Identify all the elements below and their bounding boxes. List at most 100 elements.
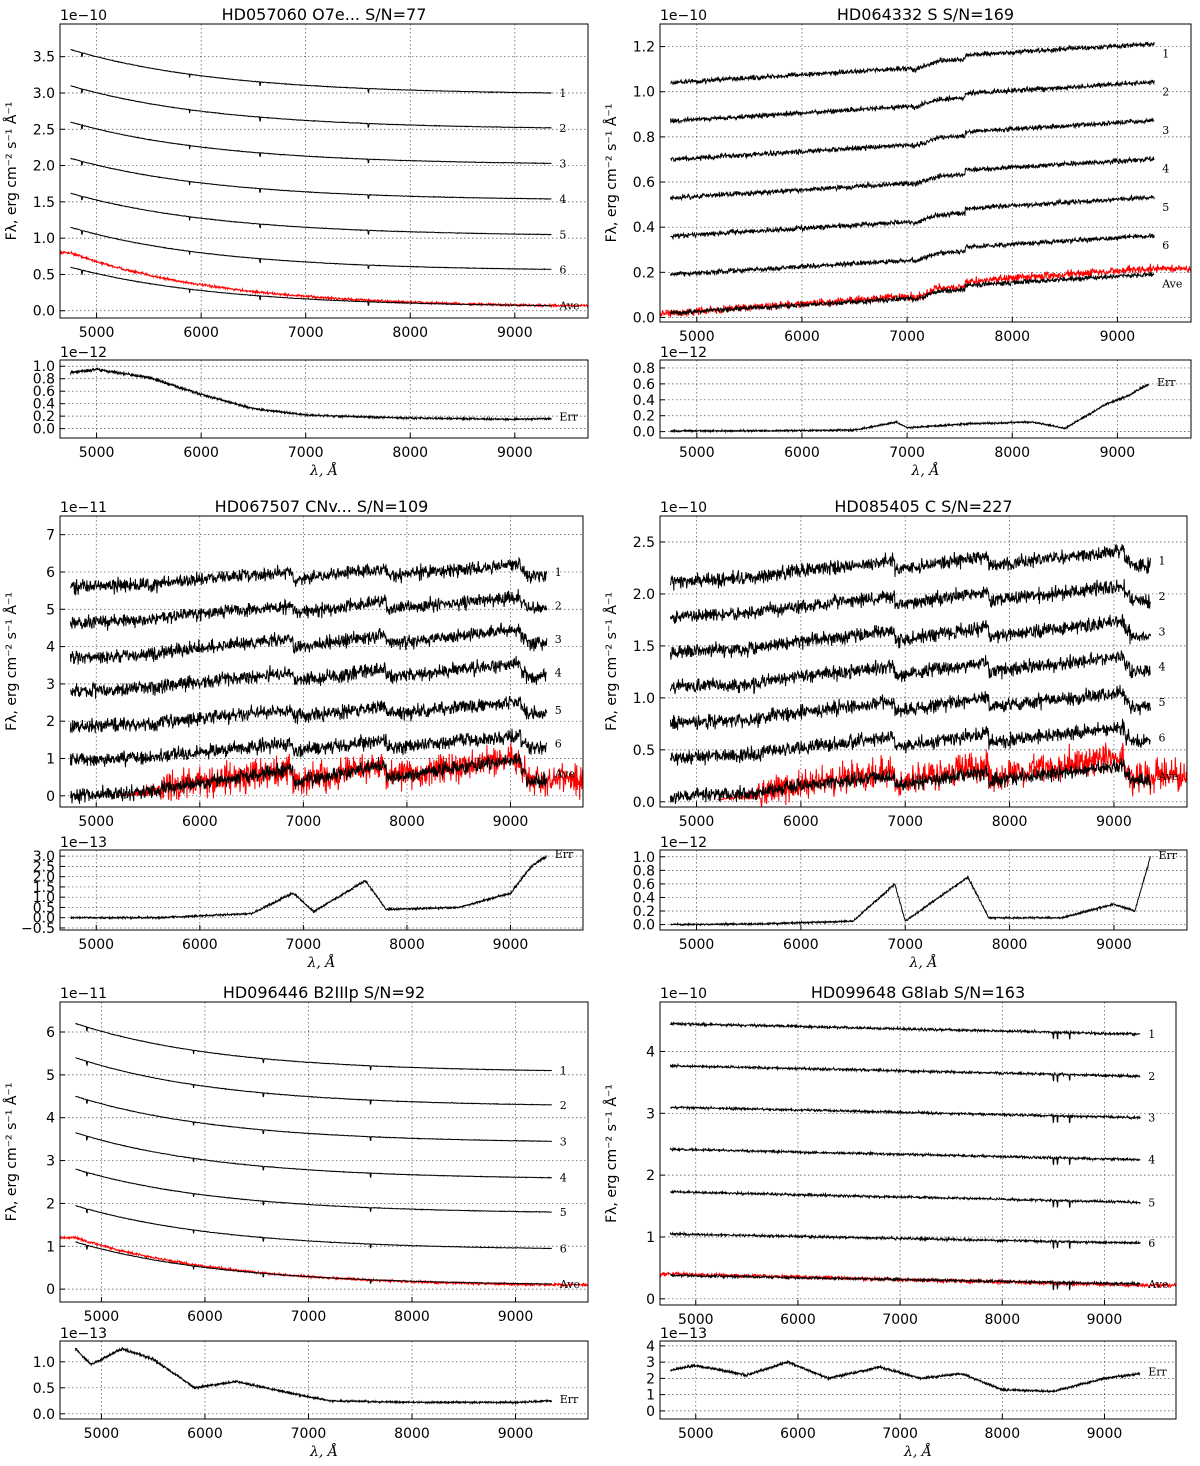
series-3 [670,117,1155,163]
main-xtick-label: 9000 [1087,1312,1123,1328]
main-xtick-label: 7000 [889,329,925,345]
series-label-err: Err [560,1393,579,1406]
main-xtick-label: 5000 [84,1309,120,1325]
series-label-Ave: Ave [1147,1278,1168,1291]
err-xtick-label: 5000 [678,1426,714,1442]
series-4 [70,655,547,699]
series-4 [669,1146,1141,1166]
x-axis-label: λ, Å [909,953,938,971]
series-label-Ave: Ave [1157,770,1178,783]
series-label-3: 3 [555,633,562,646]
err-frame [59,359,589,439]
main-xtick-label: 7000 [286,814,322,830]
main-xtick-label: 9000 [497,325,533,341]
main-xtick-label: 8000 [984,1312,1020,1328]
series-label-err: Err [1158,849,1177,862]
panel-title: HD067507 CNv... S/N=109 [215,497,429,516]
series-label-5: 5 [1162,201,1169,214]
series-6 [75,1204,552,1250]
y-axis-label: Fλ, erg cm⁻² s⁻¹ Å⁻¹ [603,104,620,243]
err-plot-area [75,1346,553,1406]
series-4 [669,650,1151,695]
series-label-1: 1 [1158,555,1165,568]
series-Ave [75,1241,552,1285]
main-ytick-label: 0.6 [633,175,655,191]
series-1 [669,543,1151,591]
main-ytick-label: 1.0 [633,85,655,101]
panel-5: 0 1 2 3 4 5 6 5000 6000 7000 8000 9000 1 2 3 4 5 6 Ave 1e−1… [3,983,589,1460]
err-xtick-label: 5000 [679,937,715,953]
err-ytick-label: 2 [646,1371,655,1387]
series-label-Ave: Ave [554,767,575,780]
err-xtick-label: 6000 [783,937,819,953]
main-axes: 0.0 0.5 1.0 1.5 2.0 2.5 5000 6000 7000 8000 9000 1 2… [603,497,1188,830]
y-axis-label: Fλ, erg cm⁻² s⁻¹ Å⁻¹ [3,1083,20,1222]
main-ytick-label: 0 [46,789,55,805]
main-plot-area [69,556,583,804]
main-ytick-label: 3.5 [33,50,55,66]
main-axes: 0 1 2 3 4 5000 6000 7000 8000 9000 1 2 3 4 5 6 Ave 1e−10 H… [603,983,1177,1328]
main-axes: 0 1 2 3 4 5 6 7 5000 6000 7000 8000 9000 1 2 3 4 5 6 Ave 1e−… [3,497,584,830]
series-label-1: 1 [555,566,562,579]
err-xtick-label: 7000 [288,445,324,461]
err-xtick-label: 8000 [994,445,1030,461]
series-3 [69,622,548,665]
main-ytick-label: 4 [46,640,55,656]
series-label-1: 1 [1162,47,1169,60]
err-ytick-label: 0.0 [33,911,55,927]
err-ytick-label: 0.2 [633,904,655,920]
err-xtick-label: 6000 [183,445,219,461]
series-5 [670,194,1155,241]
series-5 [70,192,552,236]
main-xtick-label: 6000 [784,329,820,345]
err-xtick-label: 5000 [84,1426,120,1442]
err-multiplier: 1e−12 [60,345,107,361]
panel-1: 0.0 0.5 1.0 1.5 2.0 2.5 3.0 3.5 5000 6000 7000 8000… [3,5,589,479]
series-label-4: 4 [1158,661,1165,674]
series-err [75,1346,553,1406]
err-ytick-label: 0 [646,1404,655,1420]
series-2 [669,1062,1141,1084]
main-xtick-label: 6000 [783,814,819,830]
main-xtick-label: 9000 [1100,329,1136,345]
err-frame [659,1340,1177,1420]
err-xtick-label: 8000 [394,1426,430,1442]
series-label-2: 2 [1158,590,1165,603]
series-6 [669,717,1151,766]
err-axes: 0.00.20.40.60.81.0 5000 6000 7000 8000 9000 Er… [33,345,589,479]
series-3 [70,121,552,165]
series-Ave [669,758,1151,805]
series-label-6: 6 [1148,1237,1155,1250]
main-ytick-label: 5 [46,1068,55,1084]
main-ytick-label: 1 [646,1230,655,1246]
main-ytick-label: 2.0 [33,159,55,175]
main-xtick-label: 7000 [288,325,324,341]
series-1 [70,49,552,94]
err-ytick-label: 1.0 [33,890,55,906]
err-ytick-label: 0.0 [33,1407,55,1423]
series-label-4: 4 [555,667,562,680]
series-label-3: 3 [1162,124,1169,137]
main-axes: 0 1 2 3 4 5 6 5000 6000 7000 8000 9000 1 2 3 4 5 6 Ave 1e−1… [3,983,589,1325]
y-axis-label: Fλ, erg cm⁻² s⁻¹ Å⁻¹ [603,592,620,731]
series-label-6: 6 [559,263,566,276]
err-ytick-label: 0.4 [33,397,55,413]
series-3 [670,1105,1141,1124]
series-2 [70,85,552,129]
err-xtick-label: 9000 [493,937,529,953]
x-axis-label: λ, Å [903,1442,932,1460]
series-6 [670,233,1155,278]
err-xtick-label: 5000 [679,445,715,461]
main-ytick-label: 0.0 [33,304,55,320]
series-2 [69,588,548,631]
x-axis-label: λ, Å [309,461,338,479]
series-2 [669,579,1151,624]
x-axis-label: λ, Å [911,461,940,479]
main-ytick-label: 0.0 [633,795,655,811]
panel-4: 0.0 0.5 1.0 1.5 2.0 2.5 5000 6000 7000 8000 9000 1 2… [603,497,1188,971]
main-xtick-label: 5000 [679,814,715,830]
series-ave-red [60,1234,588,1288]
series-label-2: 2 [559,122,566,135]
